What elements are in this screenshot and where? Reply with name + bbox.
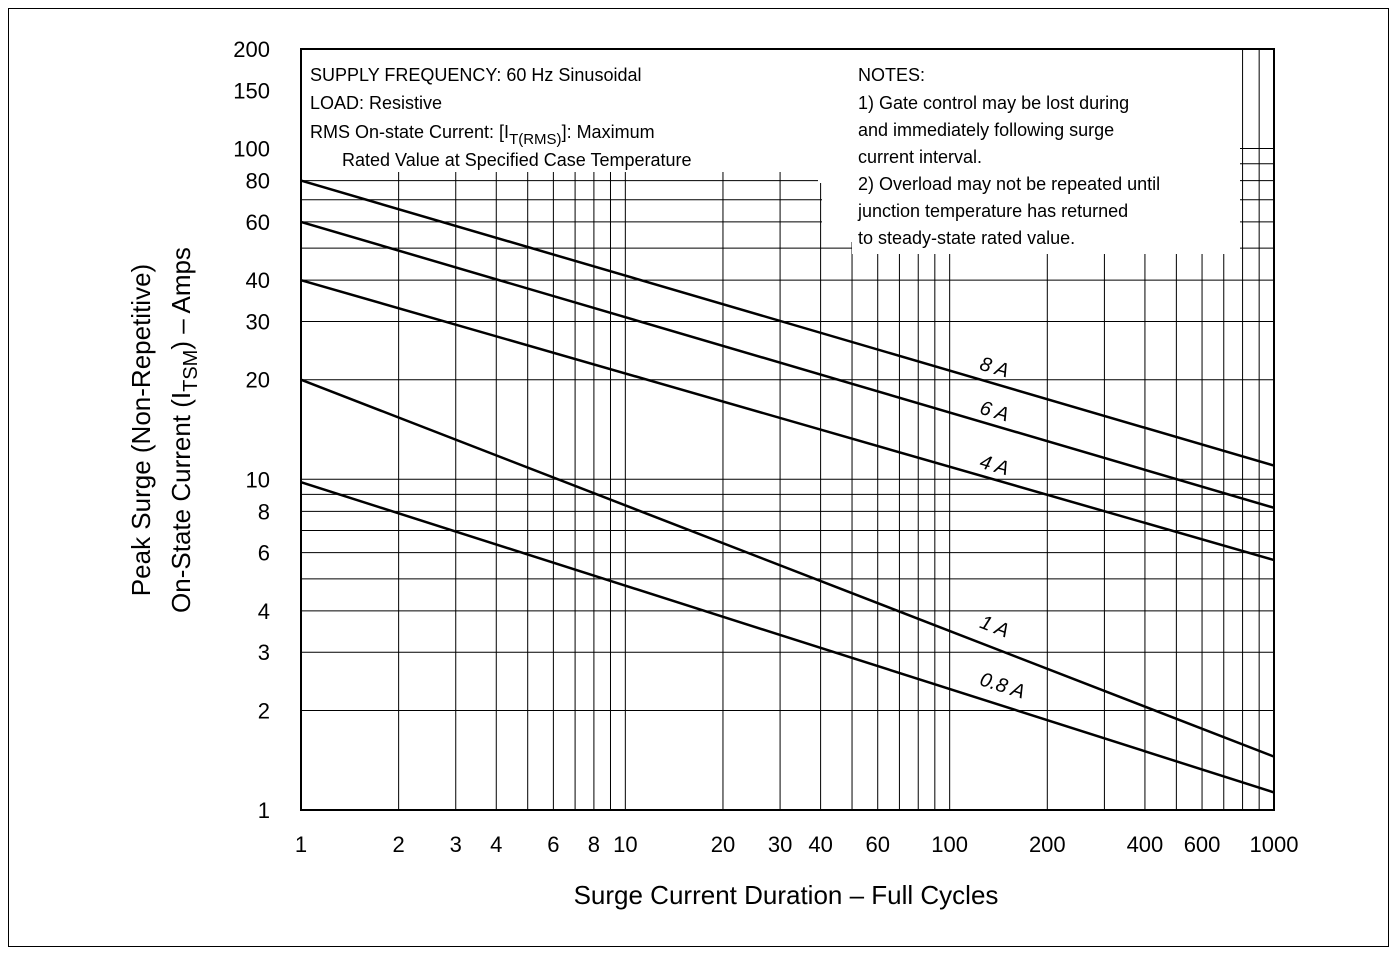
- x-tick-label: 600: [1184, 832, 1221, 857]
- x-tick-label: 4: [490, 832, 502, 857]
- series-line-4-a: [300, 278, 1275, 562]
- series-lines: [300, 179, 1275, 794]
- note-1-line-1: 1) Gate control may be lost during: [858, 93, 1129, 113]
- y-tick-label: 1: [258, 798, 270, 823]
- note-1-line-3: current interval.: [858, 147, 982, 167]
- series-line-8-a: [300, 179, 1275, 467]
- x-axis-title: Surge Current Duration – Full Cycles: [574, 880, 999, 910]
- rms-current-text: RMS On-state Current: [IT(RMS)]: Maximum: [310, 122, 655, 148]
- conditions-box: [301, 49, 818, 172]
- notes-text: NOTES: 1) Gate control may be lost durin…: [857, 65, 1160, 248]
- x-tick-label: 3: [450, 832, 462, 857]
- y-tick-label: 60: [246, 210, 270, 235]
- y-tick-label: 100: [233, 137, 270, 162]
- series-label-1-a: 1 A: [977, 611, 1012, 642]
- series-label-8-a: 8 A: [977, 353, 1011, 382]
- series-label-0-8-a: 0.8 A: [977, 669, 1027, 704]
- y-tick-label: 10: [246, 467, 270, 492]
- y-tick-label: 6: [258, 541, 270, 566]
- y-axis-title-line-2: On-State Current (ITSM) – Amps: [166, 247, 202, 613]
- rated-value-text: Rated Value at Specified Case Temperatur…: [342, 150, 692, 170]
- y-tick-label: 150: [233, 78, 270, 103]
- series-line-6-a: [300, 220, 1275, 509]
- x-tick-label: 20: [711, 832, 735, 857]
- x-tick-label: 40: [808, 832, 832, 857]
- x-tick-label: 60: [865, 832, 889, 857]
- y-tick-label: 2: [258, 698, 270, 723]
- note-2-line-2: junction temperature has returned: [857, 201, 1128, 221]
- y-axis-title-line-1: Peak Surge (Non-Repetitive): [126, 264, 156, 596]
- y-tick-labels: 1 2 3 4 6 8 10 20 30 40 60 80 100 150 200: [233, 37, 270, 823]
- note-2-line-3: to steady-state rated value.: [858, 228, 1075, 248]
- y-tick-label: 20: [246, 368, 270, 393]
- x-tick-label: 200: [1029, 832, 1066, 857]
- notes-box: [852, 49, 1240, 254]
- conditions-text: SUPPLY FREQUENCY: 60 Hz Sinusoidal LOAD:…: [310, 65, 692, 170]
- notes-heading: NOTES:: [858, 65, 925, 85]
- y-axis-title-text-1: Peak Surge (Non-Repetitive): [126, 264, 156, 596]
- x-tick-labels: 1 2 3 4 6 8 10 20 30 40 60 100 200 400 600 1000: [295, 832, 1299, 857]
- plot-area-border: [300, 48, 1275, 811]
- y-tick-label: 80: [246, 169, 270, 194]
- chart-frame: [8, 8, 1389, 947]
- notes-box-left: [822, 49, 854, 242]
- x-tick-label: 2: [393, 832, 405, 857]
- x-tick-label: 30: [768, 832, 792, 857]
- series-line-0-8-a: [300, 480, 1275, 794]
- x-tick-label: 100: [931, 832, 968, 857]
- x-tick-label: 400: [1127, 832, 1164, 857]
- note-2-line-1: 2) Overload may not be repeated until: [858, 174, 1160, 194]
- y-tick-label: 4: [258, 599, 270, 624]
- note-1-line-2: and immediately following surge: [858, 120, 1114, 140]
- load-text: LOAD: Resistive: [310, 93, 442, 113]
- y-tick-label: 200: [233, 37, 270, 62]
- y-tick-label: 3: [258, 640, 270, 665]
- supply-frequency-text: SUPPLY FREQUENCY: 60 Hz Sinusoidal: [310, 65, 641, 85]
- y-tick-label: 40: [246, 268, 270, 293]
- y-tick-label: 8: [258, 499, 270, 524]
- x-tick-label: 8: [588, 832, 600, 857]
- y-tick-label: 30: [246, 309, 270, 334]
- conditions-box-tail: [818, 49, 822, 183]
- x-tick-label: 1: [295, 832, 307, 857]
- x-tick-label: 1000: [1250, 832, 1299, 857]
- x-tick-label: 10: [613, 832, 637, 857]
- x-tick-label: 6: [547, 832, 559, 857]
- y-axis-title-text-2: On-State Current (ITSM) – Amps: [166, 247, 202, 613]
- series-line-1-a: [300, 378, 1275, 758]
